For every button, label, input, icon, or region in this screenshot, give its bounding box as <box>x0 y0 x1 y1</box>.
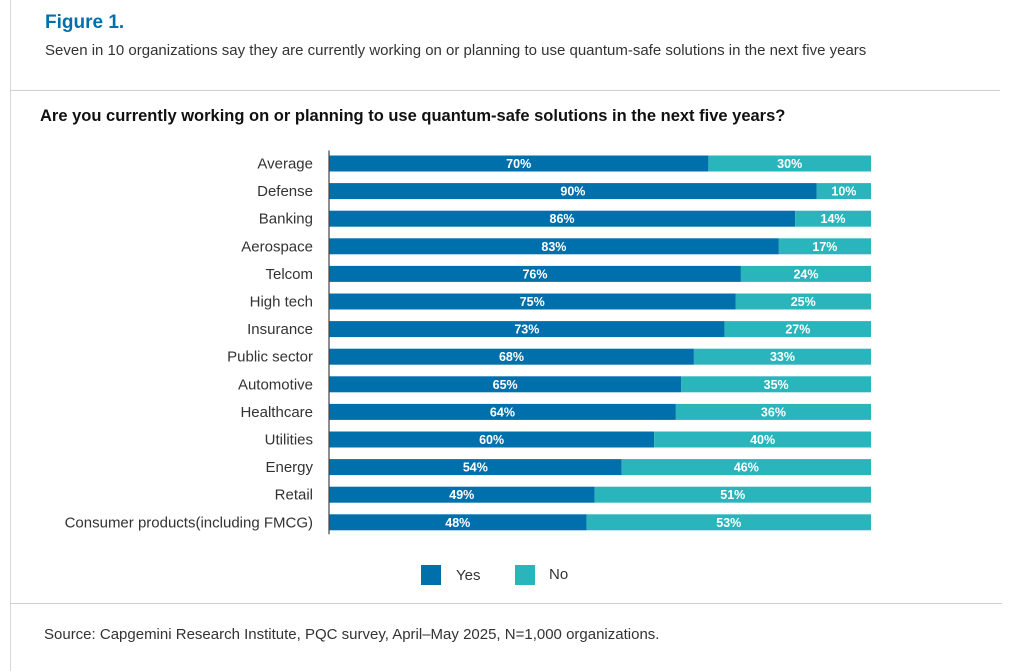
category-label: Healthcare <box>240 404 313 421</box>
data-label-no: 27% <box>785 323 810 337</box>
bar-no <box>693 348 871 365</box>
bar-no <box>621 459 871 476</box>
bottom-divider <box>10 603 1002 604</box>
category-label: High tech <box>250 294 313 311</box>
stacked-bar-chart: Average 70% 30% Defense 90% 10% Banking 86% 14% A… <box>65 150 871 535</box>
data-label-yes: 86% <box>550 212 575 226</box>
bar-no <box>681 376 871 393</box>
bar-no <box>724 321 871 338</box>
source-note: Source: Capgemini Research Institute, PQ… <box>44 626 660 643</box>
bar-yes <box>329 183 817 200</box>
category-label: Aerospace <box>241 238 313 255</box>
left-rule <box>10 0 11 671</box>
category-label: Consumer products(including FMCG) <box>65 514 313 531</box>
figure-label: Figure 1. <box>45 12 125 33</box>
bar-no <box>708 155 871 172</box>
bar-yes <box>329 265 741 282</box>
legend-label-yes: Yes <box>456 567 481 584</box>
data-label-no: 46% <box>734 461 759 475</box>
data-label-yes: 76% <box>522 267 547 281</box>
category-label: Energy <box>265 459 313 476</box>
bar-no <box>740 265 871 282</box>
data-label-no: 36% <box>761 405 786 419</box>
data-label-no: 40% <box>750 433 775 447</box>
legend-swatch-no <box>515 565 535 585</box>
bar-yes <box>329 486 595 503</box>
bar-no <box>654 431 871 448</box>
data-label-no: 24% <box>793 267 818 281</box>
bar-no <box>816 183 871 200</box>
data-label-no: 25% <box>791 295 816 309</box>
data-label-no: 35% <box>764 378 789 392</box>
data-label-no: 17% <box>812 240 837 254</box>
bar-yes <box>329 321 725 338</box>
bar-yes <box>329 155 709 172</box>
data-label-yes: 90% <box>560 185 585 199</box>
data-label-yes: 83% <box>541 240 566 254</box>
data-label-no: 10% <box>831 185 856 199</box>
bar-yes <box>329 376 682 393</box>
category-label: Public sector <box>227 349 313 366</box>
data-label-yes: 75% <box>520 295 545 309</box>
category-label: Banking <box>259 211 313 228</box>
top-divider <box>10 90 1000 91</box>
category-label: Insurance <box>247 321 313 338</box>
chart-title: Are you currently working on or planning… <box>40 107 786 125</box>
legend-label-no: No <box>549 566 569 583</box>
bar-no <box>586 514 871 531</box>
data-label-yes: 73% <box>514 323 539 337</box>
bar-yes <box>329 514 587 531</box>
data-label-no: 30% <box>777 157 802 171</box>
data-label-yes: 54% <box>463 461 488 475</box>
data-label-no: 33% <box>770 350 795 364</box>
bar-no <box>778 238 871 255</box>
bar-yes <box>329 431 655 448</box>
data-label-yes: 49% <box>449 488 474 502</box>
bar-yes <box>329 238 779 255</box>
data-label-no: 51% <box>720 488 745 502</box>
data-label-yes: 60% <box>479 433 504 447</box>
bar-yes <box>329 293 736 310</box>
category-label: Telcom <box>265 266 313 283</box>
bar-no <box>675 403 871 420</box>
data-label-no: 14% <box>821 212 846 226</box>
data-label-yes: 70% <box>506 157 531 171</box>
data-label-yes: 48% <box>445 516 470 530</box>
bar-no <box>735 293 871 310</box>
bar-yes <box>329 348 694 365</box>
data-label-yes: 64% <box>490 405 515 419</box>
data-label-yes: 68% <box>499 350 524 364</box>
legend-swatch-yes <box>421 565 441 585</box>
category-label: Retail <box>275 487 313 504</box>
figure-subtitle: Seven in 10 organizations say they are c… <box>45 42 867 59</box>
bar-no <box>594 486 871 503</box>
category-label: Defense <box>257 183 313 200</box>
category-label: Utilities <box>265 432 313 449</box>
data-label-yes: 65% <box>493 378 518 392</box>
bar-yes <box>329 403 676 420</box>
category-label: Automotive <box>238 376 313 393</box>
bar-no <box>795 210 871 227</box>
category-label: Average <box>257 156 313 173</box>
bar-yes <box>329 459 622 476</box>
data-label-no: 53% <box>716 516 741 530</box>
bar-yes <box>329 210 796 227</box>
